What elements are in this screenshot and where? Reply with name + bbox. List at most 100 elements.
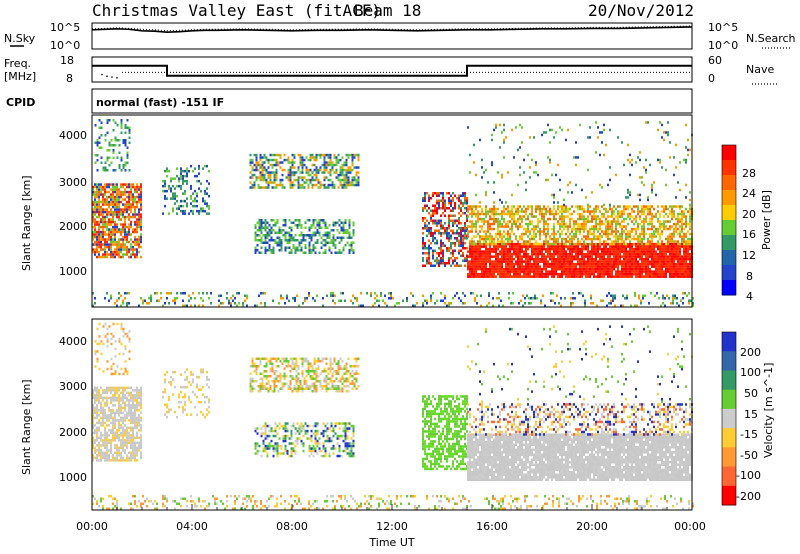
heatmap-cell [661,225,663,228]
heatmap-cell [92,213,94,216]
heatmap-cell [623,163,625,167]
heatmap-cell [527,205,529,208]
heatmap-cell [601,252,603,256]
heatmap-cell [370,294,372,297]
heatmap-cell [661,252,663,256]
heatmap-cell [259,163,262,167]
heatmap-cell [599,242,601,246]
heatmap-cell [625,205,627,208]
heatmap-cell [575,156,577,159]
heatmap-cell [683,242,685,246]
heatmap-cell [585,247,587,251]
heatmap-cell [309,181,312,184]
heatmap-cell [471,230,473,233]
heatmap-cell [128,240,130,244]
heatmap-cell [565,215,567,218]
heatmap-cell [685,255,687,258]
heatmap-cell [609,250,611,253]
heatmap-cell [617,240,619,243]
heatmap-cell [291,161,294,164]
heatmap-cell [116,299,118,302]
heatmap-cell [477,240,479,243]
heatmap-cell [557,247,559,251]
heatmap-cell [563,250,565,253]
heatmap-cell [208,194,210,198]
heatmap-cell [166,297,168,300]
heatmap-cell [294,249,297,252]
heatmap-cell [342,292,344,295]
heatmap-cell [438,222,440,225]
heatmap-cell [298,234,301,237]
heatmap-cell [194,204,196,208]
heatmap-cell [477,262,479,266]
heatmap-cell [657,220,659,223]
heatmap-cell [330,229,333,232]
heatmap-cell [557,275,559,278]
heatmap-cell [677,222,679,226]
heatmap-cell [289,176,292,179]
heatmap-cell [98,119,101,122]
heatmap-cell [475,193,477,197]
heatmap-cell [665,212,667,216]
heatmap-cell [519,235,521,238]
heatmap-cell [643,183,645,187]
heatmap-cell [495,247,497,251]
heatmap-cell [591,267,593,271]
heatmap-cell [539,260,541,263]
heatmap-cell [641,237,643,241]
heatmap-cell [100,245,102,249]
heatmap-cell [615,270,617,273]
heatmap-cell [633,272,635,276]
heatmap-cell [671,257,673,261]
heatmap-cell [661,245,663,248]
heatmap-cell [689,148,691,152]
heatmap-cell [323,158,326,162]
heatmap-cell [567,265,569,268]
heatmap-cell [577,217,579,221]
heatmap-cell [446,192,448,195]
heatmap-cell [350,241,353,244]
heatmap-cell [444,209,446,212]
heatmap-cell [422,237,424,240]
heatmap-cell [563,225,565,228]
heatmap-cell [685,232,687,236]
heatmap-cell [669,156,671,159]
heatmap-cell [128,190,130,194]
heatmap-cell [689,198,691,202]
heatmap-cell [301,178,304,182]
heatmap-cell [593,230,595,233]
heatmap-cell [424,204,426,207]
heatmap-cell [230,304,232,307]
heatmap-cell [633,255,635,258]
heatmap-cell [487,267,489,271]
heatmap-cell [136,203,138,206]
heatmap-cell [675,225,677,228]
heatmap-cell [587,270,589,273]
heatmap-cell [557,163,559,167]
heatmap-cell [343,176,346,179]
heatmap-cell [491,260,493,263]
heatmap-cell [583,235,585,238]
heatmap-cell [469,270,471,273]
heatmap-cell [277,153,280,157]
heatmap-cell [327,153,330,157]
heatmap-cell [112,156,115,159]
heatmap-cell [565,262,567,266]
heatmap-cell [655,193,657,197]
heatmap-cell [671,272,673,276]
heatmap-cell [96,200,98,204]
heatmap-cell [464,294,466,297]
heatmap-cell [533,227,535,231]
heatmap-cell [342,236,345,239]
heatmap-cell [645,232,647,236]
heatmap-cell [671,212,673,216]
heatmap-cell [446,304,448,307]
heatmap-cell [539,265,541,268]
heatmap-cell [505,232,507,236]
heatmap-cell [118,188,120,191]
heatmap-cell [442,299,444,302]
heatmap-cell [320,241,323,244]
heatmap-cell [112,253,114,256]
heatmap-cell [593,232,595,236]
heatmap-cell [651,262,653,266]
